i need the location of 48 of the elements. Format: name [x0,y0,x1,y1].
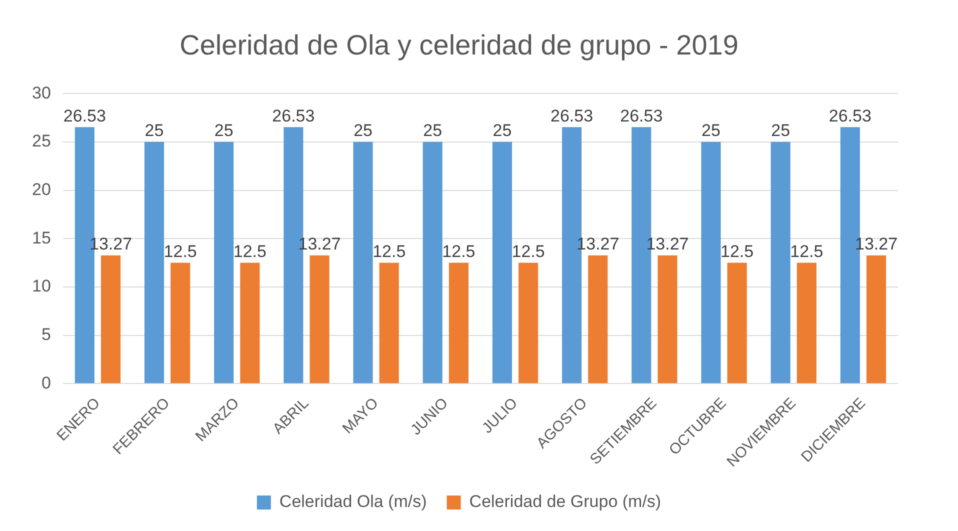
data-label: 26.53 [828,106,872,126]
bar [770,142,790,384]
data-label: 25 [702,121,720,140]
y-tick-label: 30 [32,83,51,102]
bar [240,262,260,384]
bar [100,255,121,384]
data-label: 25 [354,121,372,140]
data-label: 25 [144,121,164,140]
y-tick-label: 15 [32,228,51,248]
data-label: 26.53 [550,106,594,126]
y-tick-label: 0 [41,373,51,392]
bar [492,142,512,384]
bar [422,142,442,384]
bar [796,262,816,384]
bar [658,255,678,384]
bar [727,262,747,384]
bar [214,142,234,384]
bar [701,142,721,384]
data-label: 25 [423,121,442,140]
bar [379,262,399,384]
y-tick-label: 20 [32,180,51,199]
chart-title: Celeridad de Ola y celeridad de grupo - 2019 [180,30,738,61]
bar [448,262,468,384]
data-label: 12.5 [233,242,266,261]
data-label: 12.5 [372,242,406,261]
bar [588,255,608,384]
bar [353,142,373,384]
y-tick-label: 25 [32,132,51,151]
bar [144,142,164,384]
data-label: 26.53 [272,106,315,126]
y-tick-label: 5 [41,324,51,344]
bar [518,262,538,384]
bar [170,262,190,384]
legend-label: Celeridad de Grupo (m/s) [469,492,662,512]
data-label: 25 [492,121,512,140]
data-label: 12.5 [442,242,476,261]
data-label: 26.53 [63,106,106,126]
data-label: 12.5 [720,242,754,261]
data-label: 25 [771,121,790,140]
data-label: 12.5 [790,242,824,261]
bar [310,255,330,384]
data-label: 25 [214,121,234,140]
data-label: 12.5 [512,242,545,261]
data-label: 26.53 [620,106,663,126]
legend-label: Celeridad Ola (m/s) [279,492,427,512]
bar [866,255,886,384]
data-label: 12.5 [164,242,197,261]
y-tick-label: 10 [32,276,51,296]
